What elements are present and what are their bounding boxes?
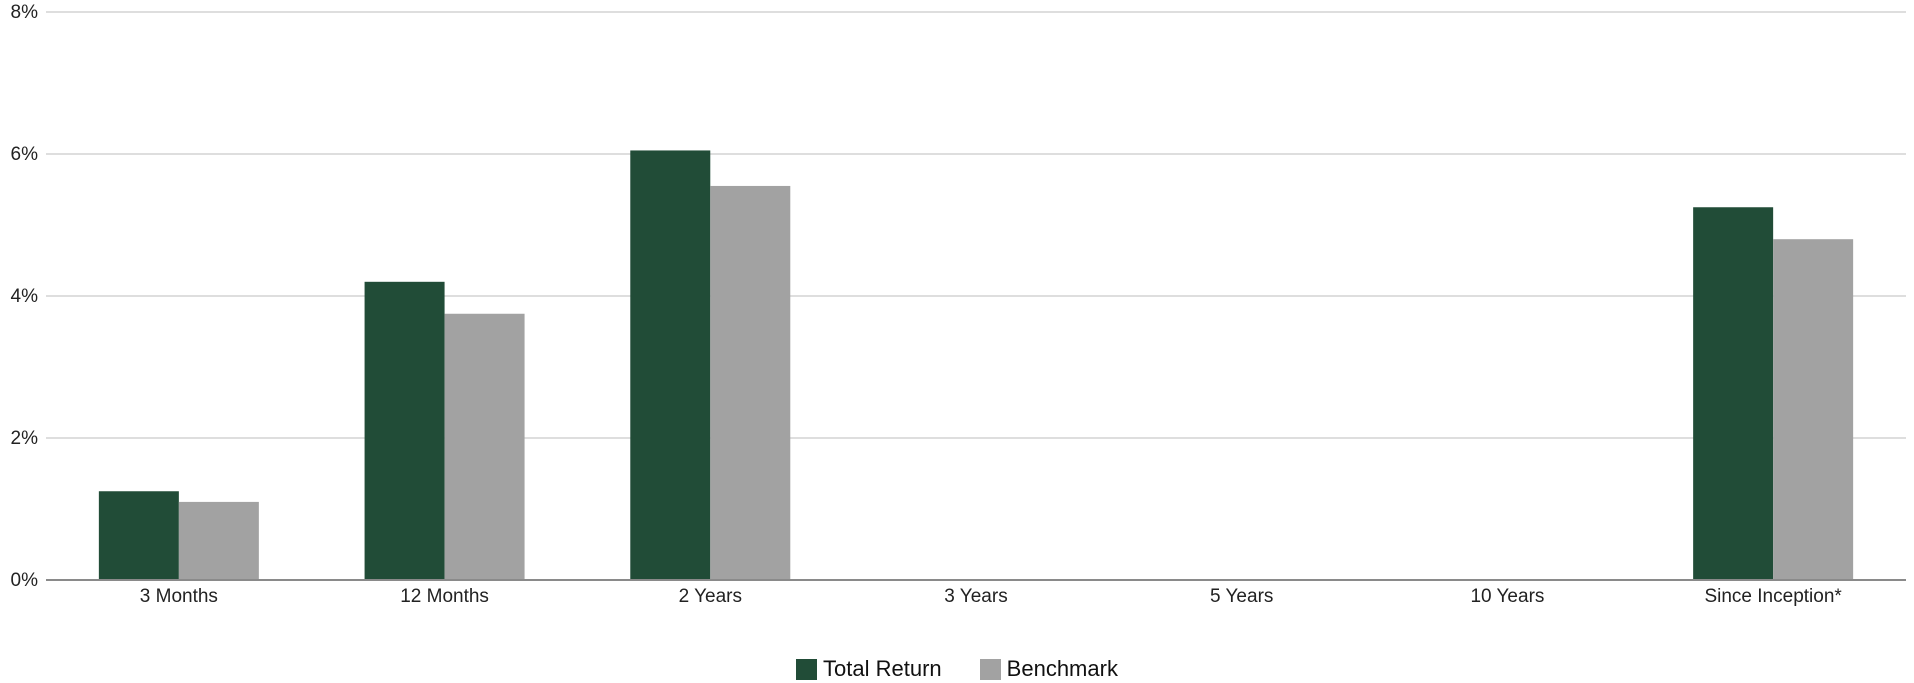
bars: [98, 150, 1854, 580]
bar-total-return[interactable]: [364, 281, 445, 580]
x-tick-label: Since Inception*: [1704, 586, 1842, 607]
legend-swatch-benchmark: [979, 658, 1001, 680]
legend-label-benchmark: Benchmark: [1006, 656, 1118, 681]
y-tick-label: 2%: [11, 428, 39, 449]
x-axis-tick-labels: 3 Months 12 Months 2 Years 3 Years 5 Years 10…: [140, 586, 1843, 607]
x-tick-label: 5 Years: [1210, 586, 1273, 607]
legend-label-total-return: Total Return: [823, 656, 942, 681]
bar-benchmark[interactable]: [444, 313, 525, 580]
legend: Total Return Benchmark: [0, 655, 1914, 683]
gridlines: [46, 11, 1906, 439]
x-tick-label: 2 Years: [679, 586, 742, 607]
y-tick-label: 0%: [11, 570, 39, 591]
y-tick-label: 6%: [11, 144, 39, 165]
y-tick-label: 8%: [11, 2, 39, 23]
y-tick-label: 4%: [11, 286, 39, 307]
x-tick-label: 3 Years: [944, 586, 1007, 607]
bar-benchmark[interactable]: [178, 501, 259, 580]
bar-total-return[interactable]: [630, 150, 711, 580]
y-axis-tick-labels: 0% 2% 4% 6% 8%: [11, 2, 39, 591]
bar-benchmark[interactable]: [710, 185, 791, 580]
legend-item-total-return[interactable]: Total Return: [796, 656, 942, 682]
bar-benchmark[interactable]: [1773, 239, 1854, 580]
bar-total-return[interactable]: [1693, 207, 1774, 580]
x-tick-label: 3 Months: [140, 586, 218, 607]
x-tick-label: 12 Months: [400, 586, 489, 607]
x-tick-label: 10 Years: [1470, 586, 1544, 607]
bar-total-return[interactable]: [98, 491, 179, 580]
legend-swatch-total-return: [796, 658, 818, 680]
legend-item-benchmark[interactable]: Benchmark: [979, 656, 1118, 682]
